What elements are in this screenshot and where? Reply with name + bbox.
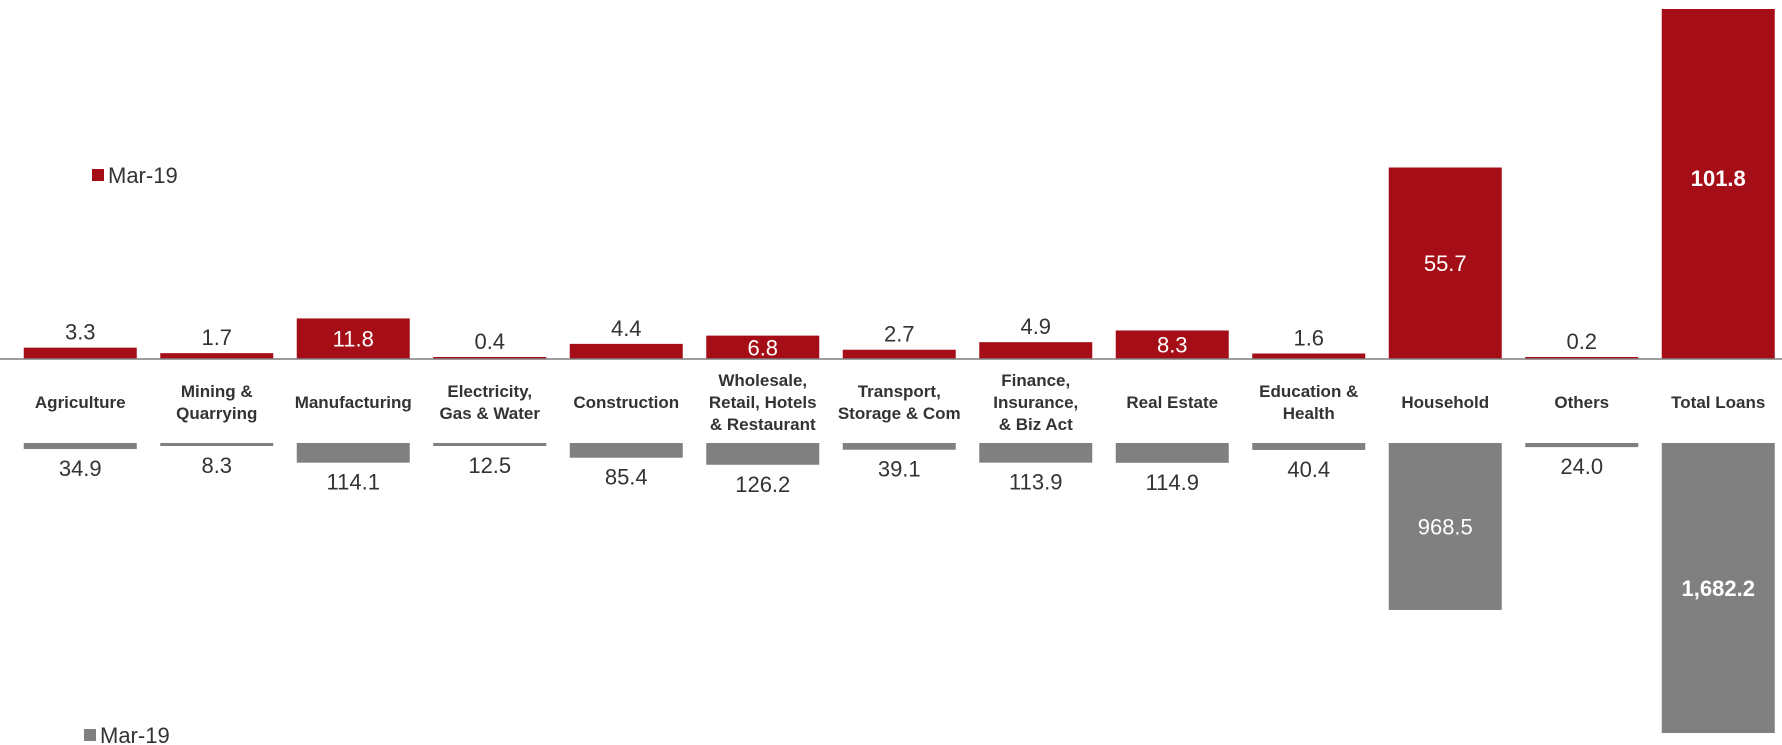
bottom-value-label-total-loans: 1,682.2 [1682,576,1755,601]
legend-bottom-label: Mar-19 [100,723,170,745]
category-label-line: Gas & Water [440,404,541,423]
top-value-label-transport-storage-com: 2.7 [884,322,915,347]
category-label-line: Education & [1259,382,1358,401]
category-label-mining-quarrying: Mining & Quarrying [176,382,257,423]
category-label-line: Health [1283,404,1335,423]
category-label-line: Mining & [181,382,253,401]
category-label-transport-storage-com: Transport, Storage & Com [838,382,961,423]
top-value-label-education-health: 1.6 [1293,325,1324,350]
category-label-line: Finance, [1001,371,1070,390]
category-label-finance-insurance-biz-act: Finance, Insurance, & Biz Act [993,371,1078,434]
bottom-value-label-construction: 85.4 [605,465,648,490]
top-value-label-total-loans: 101.8 [1691,166,1746,191]
bottom-value-label-wholesale-retail-hotels-restaurant: 126.2 [735,472,790,497]
category-label-line: Retail, Hotels [709,393,817,412]
category-label-line: Insurance, [993,393,1078,412]
category-label-agriculture: Agriculture [35,393,126,412]
top-value-label-real-estate: 8.3 [1157,333,1188,358]
legend-top-swatch [92,169,104,181]
top-value-label-agriculture: 3.3 [65,320,96,345]
top-bar-mining-quarrying [160,353,274,359]
top-value-label-mining-quarrying: 1.7 [201,325,232,350]
bottom-bar-electricity-gas-water [433,443,547,446]
category-label-manufacturing: Manufacturing [295,393,412,412]
category-label-real-estate: Real Estate [1126,393,1218,412]
category-label-others: Others [1554,393,1609,412]
category-label-wholesale-retail-hotels-restaurant: Wholesale, Retail, Hotels & Restaurant [709,371,817,434]
top-bar-others [1525,357,1639,359]
top-value-label-wholesale-retail-hotels-restaurant: 6.8 [747,335,778,360]
top-bar-finance-insurance-biz-act [979,342,1093,359]
category-labels: Agriculture Mining & Quarrying Manufacturin… [35,371,1765,434]
top-value-label-construction: 4.4 [611,316,642,341]
bottom-value-label-education-health: 40.4 [1287,457,1330,482]
legend-top-label: Mar-19 [108,163,178,188]
bottom-value-label-real-estate: 114.9 [1146,470,1199,495]
bottom-bar-wholesale-retail-hotels-restaurant [706,443,820,465]
bottom-value-label-mining-quarrying: 8.3 [201,453,232,478]
top-bar-total-loans [1661,9,1775,359]
top-value-label-manufacturing: 11.8 [333,327,374,352]
category-label-line: & Biz Act [999,415,1073,434]
top-series-labels: 3.3 1.7 11.8 0.4 4.4 6.8 2.7 4.9 8.3 1.6 55.7 0.2 10… [65,166,1746,360]
top-bar-real-estate [1115,330,1229,359]
bottom-bar-manufacturing [296,443,410,463]
top-bar-construction [569,343,683,359]
bottom-bar-mining-quarrying [160,443,274,446]
bottom-bar-others [1525,443,1639,448]
bottom-value-label-finance-insurance-biz-act: 113.9 [1009,470,1062,495]
category-label-line: Transport, [858,382,941,401]
category-label-line: Construction [573,393,679,412]
category-label-line: Storage & Com [838,404,961,423]
category-label-household: Household [1401,393,1489,412]
bottom-value-label-household: 968.5 [1418,514,1473,539]
bottom-value-label-transport-storage-com: 39.1 [878,457,921,482]
bottom-bar-transport-storage-com [842,443,956,450]
top-value-label-household: 55.7 [1424,251,1467,276]
bottom-bar-total-loans [1661,443,1775,733]
category-label-total-loans: Total Loans [1671,393,1765,412]
bottom-series-labels: 34.9 8.3 114.1 12.5 85.4 126.2 39.1 113.9 114.9 4… [59,453,1755,601]
legend-bottom-swatch [84,729,96,741]
category-label-line: Electricity, [447,382,532,401]
bottom-bar-agriculture [23,443,137,450]
top-bar-wholesale-retail-hotels-restaurant [706,335,820,359]
legend-top: Mar-19 [92,163,178,188]
bottom-value-label-manufacturing: 114.1 [327,470,380,495]
category-label-education-health: Education & Health [1259,382,1358,423]
category-label-line: Quarrying [176,404,257,423]
bottom-value-label-electricity-gas-water: 12.5 [468,453,511,478]
bottom-value-label-others: 24.0 [1560,454,1603,479]
category-label-line: Manufacturing [295,393,412,412]
bottom-bar-real-estate [1115,443,1229,463]
category-label-line: Household [1401,393,1489,412]
top-value-label-electricity-gas-water: 0.4 [474,329,505,354]
top-bar-agriculture [23,347,137,359]
category-label-line: Wholesale, [718,371,807,390]
bottom-bar-finance-insurance-biz-act [979,443,1093,463]
category-label-electricity-gas-water: Electricity, Gas & Water [440,382,541,423]
bottom-series-bars [23,443,1775,733]
bottom-bar-education-health [1252,443,1366,450]
top-series-bars [23,9,1775,359]
legend-bottom: Mar-19 [84,723,170,745]
top-bar-electricity-gas-water [433,357,547,359]
category-label-line: Total Loans [1671,393,1765,412]
bottom-value-label-agriculture: 34.9 [59,456,102,481]
bottom-bar-household [1388,443,1502,610]
top-bar-education-health [1252,353,1366,359]
category-label-line: Agriculture [35,393,126,412]
top-bar-household [1388,167,1502,359]
top-bar-transport-storage-com [842,349,956,359]
category-label-line: Real Estate [1126,393,1218,412]
top-value-label-finance-insurance-biz-act: 4.9 [1020,314,1051,339]
category-label-line: & Restaurant [710,415,816,434]
bottom-bar-construction [569,443,683,458]
category-label-line: Others [1554,393,1609,412]
top-bar-manufacturing [296,318,410,359]
top-value-label-others: 0.2 [1566,329,1597,354]
category-label-construction: Construction [573,393,679,412]
